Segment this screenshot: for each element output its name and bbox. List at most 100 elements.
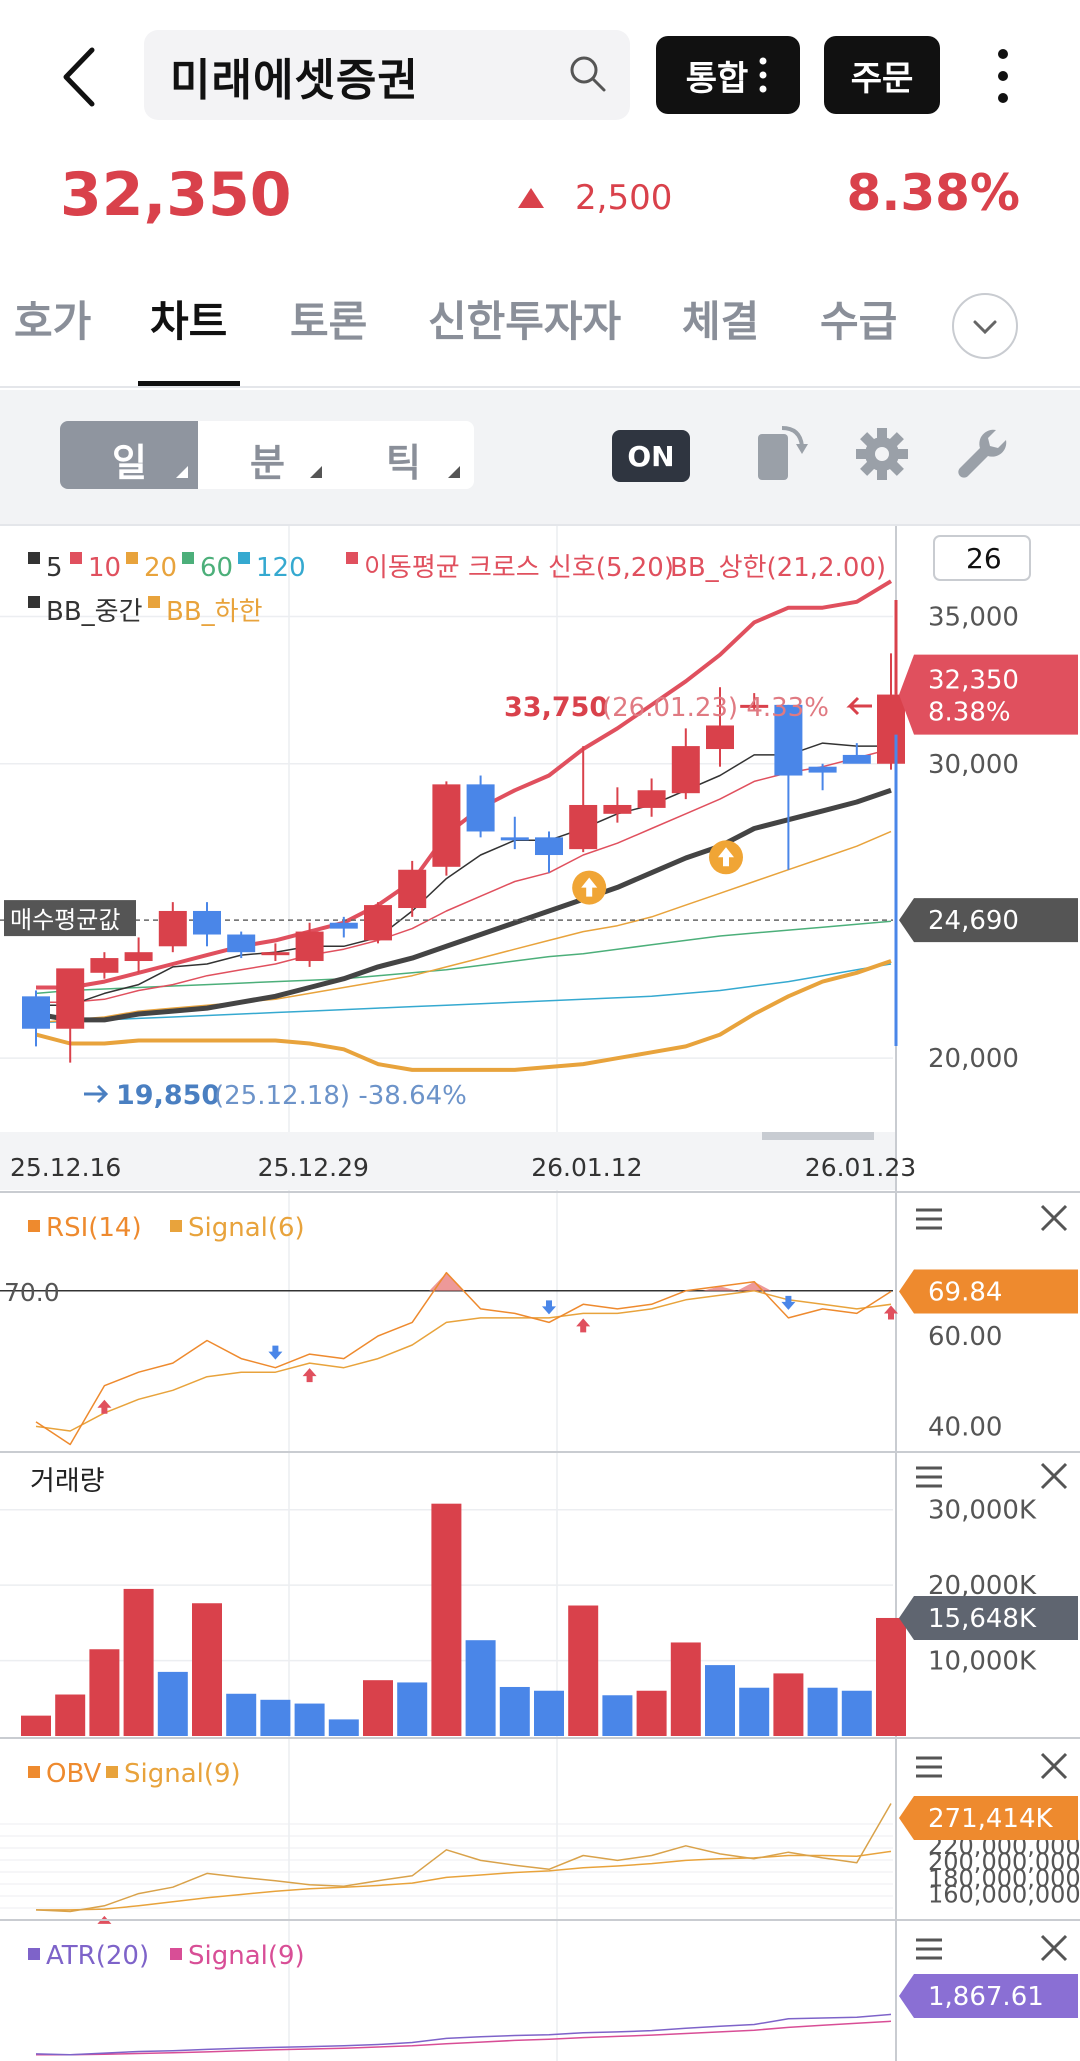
current-price-pct-tag: 8.38% [928, 698, 1011, 728]
tab-trades[interactable]: 체결 [682, 297, 760, 346]
candle-body [569, 804, 598, 850]
rsi-current-tag: 69.84 [928, 1278, 1002, 1308]
period-day-selected [60, 421, 198, 489]
volume-bar [21, 1715, 51, 1736]
volume-y-tick-label: 10,000K [928, 1647, 1037, 1677]
volume-bar [705, 1665, 735, 1736]
x-tick-label: 25.12.16 [10, 1153, 121, 1182]
ma5-line [36, 742, 891, 1006]
volume-bar [670, 1642, 701, 1736]
close-line [1040, 1204, 1068, 1232]
volume-bar [226, 1693, 257, 1736]
volume-bar [294, 1703, 325, 1736]
low-price-annotation: 19,850 [116, 1080, 220, 1111]
legend-swatch [28, 1948, 40, 1960]
volume-bar [602, 1695, 633, 1736]
candle-body [329, 922, 358, 929]
candle-body [227, 934, 256, 953]
price-change-percent: 8.38% [846, 164, 1020, 222]
settings-gear-icon[interactable] [852, 420, 912, 488]
tab-chart[interactable]: 차트 [150, 297, 228, 346]
legend-swatch [170, 1220, 182, 1232]
chart-area[interactable]: 20,000 30,000 35,000 5 10 20 60 120 이동평균 크로스 신호(… [0, 526, 1080, 2061]
candle-body [466, 784, 495, 832]
candle-body [56, 968, 85, 1029]
volume-bar [157, 1671, 188, 1736]
close-line [1040, 1752, 1068, 1780]
legend-label: 이동평균 크로스 신호(5,20) [364, 553, 674, 583]
candle-body [842, 754, 871, 764]
volume-bar [55, 1694, 86, 1736]
tabs-divider [0, 386, 1080, 388]
obv-y-tick-label: 180,000,000 [928, 1864, 1080, 1892]
candle-body [774, 704, 803, 776]
panel-menu-icon [916, 1466, 942, 1488]
search-icon[interactable] [566, 52, 608, 94]
stock-search-box[interactable] [144, 30, 630, 120]
current-price: 32,350 [60, 160, 292, 230]
legend-swatch [28, 1220, 40, 1232]
indicator-on-toggle[interactable]: ON [612, 430, 690, 482]
candle-body [193, 910, 221, 935]
rsi-signal-line [35, 1290, 892, 1432]
rsi-level-label: 70.0 [4, 1278, 60, 1307]
dropdown-corner-icon [176, 466, 188, 478]
volume-y-tick-label: 30,000K [928, 1496, 1037, 1526]
rotate-screen-icon[interactable] [752, 420, 812, 488]
visible-candle-count-box [933, 535, 1031, 581]
toolbar-divider [0, 524, 1080, 526]
wrench-icon[interactable] [952, 420, 1012, 488]
legend-swatch [170, 1948, 182, 1960]
x-tick-label: 26.01.12 [531, 1153, 642, 1182]
legend-swatch [70, 552, 82, 564]
rsi-y-tick-label: 40.00 [928, 1412, 1002, 1442]
bb-mid-line [35, 787, 892, 1023]
legend-swatch [28, 1766, 40, 1778]
legend-label: RSI(14) [46, 1213, 142, 1243]
visible-candle-count: 26 [966, 542, 1002, 575]
panel-menu-icon [916, 1938, 942, 1960]
current-price-tag-bg [899, 654, 1078, 735]
legend-label: BB_하한 [166, 597, 263, 627]
tab-discussion[interactable]: 토론 [290, 297, 368, 346]
rsi-buy-arrow-icon [302, 1368, 317, 1383]
legend-label: OBV [46, 1759, 102, 1789]
obv-line [35, 1803, 892, 1913]
tab-shinhan-investors[interactable]: 신한투자자 [428, 297, 622, 346]
ma60-line [35, 920, 892, 995]
candle-body [22, 996, 50, 1029]
volume-bar [739, 1687, 770, 1736]
volume-current-tag: 15,648K [928, 1604, 1037, 1634]
avg-price-tag-bg [4, 900, 136, 937]
rsi-overbought-fill [702, 1286, 738, 1291]
period-minute[interactable]: 분 [250, 441, 285, 485]
tab-order-book[interactable]: 호가 [14, 297, 92, 346]
volume-bar [465, 1640, 496, 1736]
volume-bar [534, 1690, 564, 1736]
ma120-line [35, 963, 892, 1024]
low-price-annotation-detail: (25.12.18) -38.64% [214, 1081, 467, 1111]
legend-label: 60 [200, 553, 233, 583]
tabs-more-button[interactable] [952, 293, 1018, 359]
candle-body [295, 931, 324, 962]
high-price-annotation-detail: (26.01.23) 4.33% [602, 693, 829, 723]
ma20-line [35, 830, 892, 1024]
active-tab-indicator [138, 381, 240, 386]
rsi-buy-arrow-icon [884, 1305, 898, 1320]
kebab-menu-icon[interactable] [988, 44, 1018, 108]
volume-bar [328, 1719, 359, 1736]
panel-menu-icon [916, 1208, 942, 1230]
legend-swatch [126, 552, 138, 564]
integrated-button[interactable]: 통합 [656, 36, 800, 114]
back-arrow-icon[interactable] [52, 42, 112, 112]
legend-swatch [238, 552, 250, 564]
rsi-sell-arrow-icon [542, 1300, 556, 1315]
order-button[interactable]: 주문 [824, 36, 940, 114]
atr-current-tag-bg [899, 1974, 1078, 2018]
tab-supply-demand[interactable]: 수급 [820, 297, 898, 346]
period-tick[interactable]: 틱 [386, 441, 421, 485]
x-tick-label: 26.01.23 [805, 1153, 916, 1182]
rsi-sell-arrow-icon [781, 1295, 796, 1310]
candle-body [90, 958, 119, 973]
period-day[interactable]: 일 [112, 441, 147, 485]
